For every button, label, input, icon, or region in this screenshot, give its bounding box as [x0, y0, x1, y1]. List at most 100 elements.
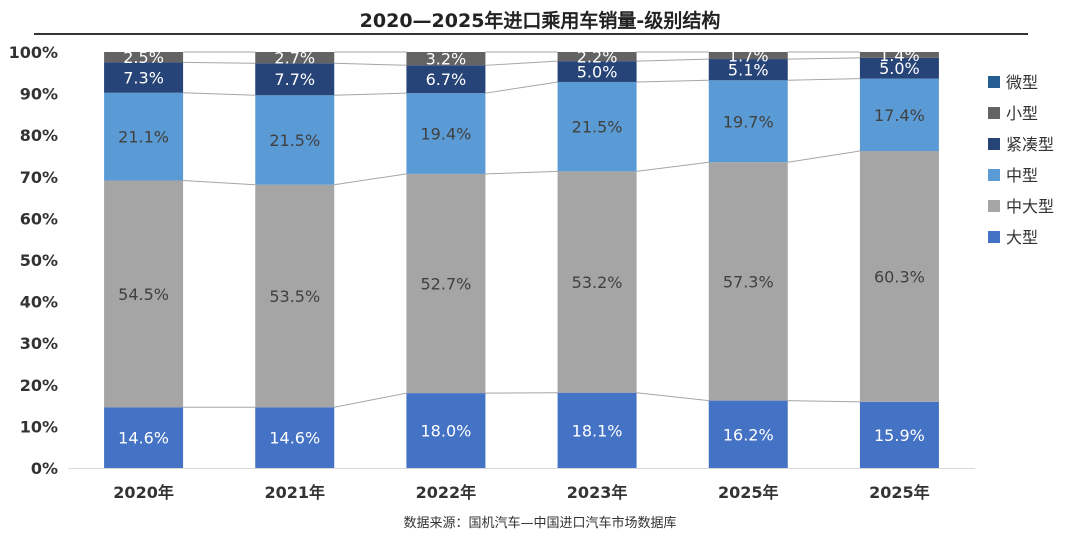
series-connector-line: [787, 78, 860, 81]
legend-label: 中大型: [1006, 197, 1054, 216]
x-tick-label: 2021年: [264, 483, 325, 502]
bar-segment: [557, 61, 637, 82]
series-connector-line: [334, 173, 407, 186]
legend-item: 中大型: [988, 197, 1054, 216]
data-label: 2.2%: [577, 48, 618, 67]
data-label: 5.0%: [879, 59, 920, 78]
data-label: 5.0%: [577, 63, 618, 82]
legend-label: 中型: [1006, 166, 1038, 185]
bar-segment: [255, 95, 335, 185]
series-connector-line: [636, 79, 709, 83]
series-connector-line: [485, 170, 558, 175]
data-label: 17.4%: [874, 106, 925, 125]
bar-segment: [708, 80, 788, 163]
series-connector-line: [183, 180, 256, 186]
series-connectors: [183, 51, 860, 408]
legend-swatch: [988, 107, 1000, 119]
y-tick-label: 20%: [20, 376, 58, 395]
y-tick-label: 90%: [20, 85, 58, 104]
data-label: 7.7%: [274, 70, 315, 89]
legend-label: 小型: [1006, 104, 1038, 123]
data-label: 19.4%: [421, 125, 472, 144]
data-label: 16.2%: [723, 425, 774, 444]
bar-segment: [104, 180, 184, 408]
series-connector-line: [334, 392, 407, 408]
data-label: 19.7%: [723, 112, 774, 131]
bar-segment: [708, 59, 788, 81]
data-label: 1.4%: [879, 46, 920, 65]
y-tick-label: 100%: [9, 43, 58, 62]
axes: 0% 10% 20% 30% 40% 50% 60% 70% 80% 90% 100% 2020年 20…: [9, 43, 930, 502]
legend-label: 大型: [1006, 228, 1038, 247]
legend-swatch: [988, 138, 1000, 150]
series-connector-line: [485, 81, 558, 94]
bar-segment: [406, 93, 486, 174]
y-tick-label: 70%: [20, 168, 58, 187]
title-rule: [34, 33, 1028, 35]
data-label: 6.7%: [426, 70, 467, 89]
data-label: 3.2%: [426, 50, 467, 69]
y-tick-label: 10%: [20, 417, 58, 436]
bar-segment: [406, 173, 486, 394]
series-connector-line: [334, 92, 407, 96]
data-label: 1.7%: [728, 47, 769, 66]
chart-title: 2020—2025年进口乘用车销量-级别结构: [359, 10, 721, 32]
series-connector-line: [636, 392, 709, 402]
bar-segment: [859, 78, 939, 152]
series-connector-line: [636, 58, 709, 62]
data-label: 18.1%: [572, 421, 623, 440]
bar-segment: [557, 392, 637, 468]
legend-label: 微型: [1006, 73, 1038, 92]
legend-swatch: [988, 200, 1000, 212]
data-label: 14.6%: [269, 429, 320, 448]
legend-label: 紧凑型: [1006, 135, 1054, 154]
series-connector-line: [334, 62, 407, 66]
y-tick-label: 0%: [31, 459, 58, 478]
series-connector-line: [485, 60, 558, 66]
legend-item: 微型: [988, 73, 1038, 92]
legend-swatch: [988, 76, 1000, 88]
data-label: 2.7%: [274, 49, 315, 68]
bar-segment: [104, 92, 184, 181]
legend-item: 中型: [988, 166, 1038, 185]
bar-segment: [708, 400, 788, 468]
data-label: 15.9%: [874, 426, 925, 445]
x-tick-label: 2022年: [416, 483, 477, 502]
bar-segment: [406, 65, 486, 94]
bar-segment: [406, 393, 486, 468]
y-tick-label: 60%: [20, 209, 58, 228]
series-connector-line: [183, 92, 256, 96]
legend-item: 紧凑型: [988, 135, 1054, 154]
x-tick-label: 2025年: [869, 483, 930, 502]
y-tick-label: 40%: [20, 293, 58, 312]
series-connector-line: [787, 400, 860, 403]
bar-segment: [104, 52, 184, 63]
legend-item: 小型: [988, 104, 1038, 123]
x-tick-label: 2020年: [113, 483, 174, 502]
data-label: 60.3%: [874, 267, 925, 286]
series-connector-line: [183, 61, 256, 64]
legend-item: 大型: [988, 228, 1038, 247]
series-connector-line: [787, 57, 860, 60]
bar-segment: [255, 184, 335, 408]
source-note: 数据来源：国机汽车—中国进口汽车市场数据库: [403, 516, 677, 531]
y-tick-label: 80%: [20, 126, 58, 145]
bar-segment: [859, 401, 939, 468]
y-tick-label: 50%: [20, 251, 58, 270]
y-tick-label: 30%: [20, 334, 58, 353]
data-label: 18.0%: [421, 422, 472, 441]
data-label: 2.5%: [123, 48, 164, 67]
bars: [104, 52, 939, 468]
series-connector-line: [787, 150, 860, 163]
bar-segment: [255, 52, 335, 64]
bar-segment: [255, 63, 335, 96]
bar-segment: [859, 151, 939, 402]
data-label: 5.1%: [728, 61, 769, 80]
bar-segment: [859, 57, 939, 79]
data-label: 53.5%: [269, 287, 320, 306]
data-label: 53.2%: [572, 273, 623, 292]
legend-swatch: [988, 169, 1000, 181]
data-label: 21.5%: [269, 131, 320, 150]
bar-segment: [708, 52, 788, 60]
